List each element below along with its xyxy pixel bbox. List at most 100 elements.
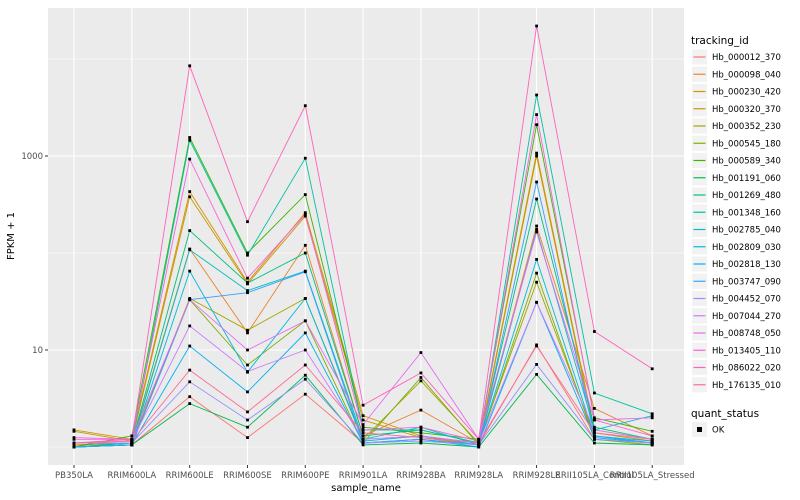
data-point (188, 136, 192, 139)
data-point (72, 443, 76, 447)
legend-entry: Hb_008748_050 (692, 325, 781, 341)
data-point (246, 276, 249, 280)
legend-entry-label: Hb_000352_230 (712, 122, 781, 132)
legend-entry-label: Hb_003747_090 (712, 277, 781, 287)
data-point (303, 214, 307, 218)
legend-entry-label: Hb_001348_160 (712, 208, 781, 218)
data-point (535, 373, 538, 376)
legend-entry: Hb_000230_420 (692, 83, 781, 100)
data-point (535, 154, 538, 158)
data-point (593, 391, 596, 395)
legend-entry: Hb_000098_040 (692, 66, 781, 82)
data-point (535, 93, 538, 97)
y-tick-label: 1000 (21, 152, 43, 162)
data-point (535, 180, 538, 184)
data-point (419, 441, 423, 445)
legend-entry-label: Hb_008748_050 (712, 329, 781, 339)
data-point (303, 377, 307, 381)
data-point (593, 436, 596, 439)
x-tick-label: RRII105LA_Control (555, 471, 634, 481)
legend-ok-label: OK (712, 426, 725, 436)
data-point (188, 368, 192, 372)
data-point (188, 229, 192, 232)
data-point (535, 363, 538, 366)
data-point (303, 319, 307, 323)
data-point (535, 258, 538, 261)
data-point (593, 416, 596, 420)
data-point (303, 211, 307, 215)
data-point (361, 414, 365, 418)
data-point (419, 431, 423, 435)
data-point (303, 392, 307, 396)
data-point (535, 228, 538, 231)
data-point (361, 441, 365, 445)
data-point (419, 371, 423, 375)
data-point (246, 253, 249, 257)
data-point (188, 395, 192, 399)
data-point (303, 243, 307, 247)
data-point (535, 271, 538, 275)
data-point (535, 280, 538, 284)
data-point (593, 437, 596, 441)
data-point (361, 423, 365, 426)
data-point (246, 436, 249, 439)
data-point (361, 443, 365, 447)
legend-entry-label: Hb_000230_420 (712, 88, 781, 98)
data-point (593, 418, 596, 422)
data-point (593, 407, 596, 410)
legend-entry-label: Hb_086022_020 (712, 364, 781, 374)
data-point (130, 443, 134, 447)
legend-entry: Hb_000320_370 (692, 101, 781, 117)
legend-entry: Hb_000352_230 (692, 118, 781, 134)
data-point (246, 289, 249, 292)
data-point (246, 363, 249, 367)
plot-panel (48, 8, 684, 465)
data-point (650, 416, 654, 420)
legend-entry: Hb_004452_070 (692, 290, 781, 307)
data-point (303, 270, 307, 274)
legend-entry-label: Hb_000098_040 (712, 70, 781, 80)
data-point (188, 324, 192, 328)
data-point (188, 195, 192, 199)
data-point (303, 251, 307, 255)
data-point (361, 418, 365, 422)
x-tick-label: RRIM928LE (513, 471, 561, 481)
data-point (246, 418, 249, 422)
x-tick-label: RRIM600SE (223, 471, 272, 481)
data-point (361, 431, 365, 435)
data-point (593, 428, 596, 432)
legend-entry-label: Hb_000320_370 (712, 105, 781, 115)
data-point (419, 425, 423, 429)
legend-entry-label: Hb_002818_130 (712, 260, 781, 270)
data-point (246, 370, 249, 373)
legend-entry-label: Hb_013405_110 (712, 346, 781, 356)
legend-entry: Hb_000589_340 (692, 152, 781, 169)
data-point (477, 445, 481, 449)
legend-entry: Hb_001348_160 (692, 204, 781, 220)
data-point (477, 441, 481, 445)
data-point (419, 408, 423, 412)
data-point (593, 425, 596, 429)
data-point (246, 425, 249, 429)
data-point (72, 437, 76, 441)
data-point (593, 431, 596, 435)
data-point (535, 123, 538, 127)
y-tick-label: 10 (32, 346, 43, 356)
legend-entry: Hb_002818_130 (692, 256, 781, 272)
data-point (303, 156, 307, 160)
data-point (130, 434, 134, 438)
data-point (593, 330, 596, 333)
legend-entry-label: Hb_000012_370 (712, 53, 781, 63)
data-point (535, 300, 538, 304)
data-point (361, 434, 365, 438)
legend-entry-label: Hb_002785_040 (712, 226, 781, 236)
ok-marker-icon (697, 427, 702, 432)
data-point (72, 441, 76, 445)
data-point (361, 425, 365, 429)
data-point (535, 24, 538, 28)
legend-entry: Hb_001191_060 (692, 170, 781, 186)
data-point (188, 269, 192, 273)
data-point (419, 434, 423, 438)
data-point (188, 402, 192, 405)
